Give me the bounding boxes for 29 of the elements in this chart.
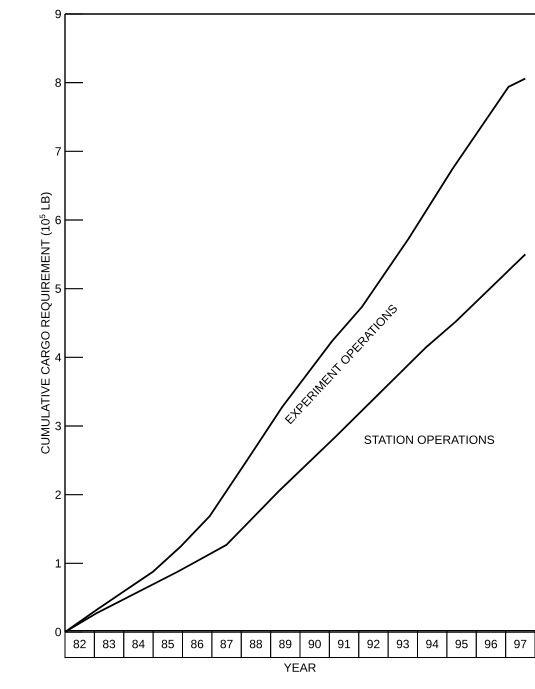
y-tick-label: 8	[55, 78, 61, 87]
x-tick-label: 94	[426, 640, 438, 648]
y-tick-label: 1	[56, 559, 61, 568]
y-tick-label: 7	[55, 147, 61, 156]
x-tick-label: 93	[396, 640, 409, 648]
x-tick-label: 97	[514, 640, 526, 648]
x-axis-title: YEAR	[284, 664, 316, 672]
x-tick-label: 85	[162, 640, 174, 648]
y-tick-label: 3	[55, 422, 61, 430]
y-tick-label: 6	[55, 216, 61, 224]
x-tick-label: 95	[455, 640, 468, 648]
x-tick-label: 90	[308, 640, 321, 648]
series-label: STATION OPERATIONS	[364, 436, 494, 444]
x-tick-label: 86	[191, 640, 204, 648]
x-tick-label: 82	[74, 640, 86, 648]
y-tick-label: 9	[55, 10, 61, 18]
y-tick-label: 5	[55, 284, 61, 293]
x-tick-label: 91	[338, 640, 350, 648]
x-tick-label: 88	[250, 640, 262, 648]
y-tick-label: 4	[55, 353, 62, 362]
x-tick-label: 84	[132, 640, 145, 648]
y-tick-label: 2	[55, 490, 61, 499]
x-tick-label: 89	[279, 640, 292, 648]
x-tick-label: 92	[367, 640, 380, 648]
x-tick-label: 87	[220, 640, 233, 648]
x-tick-label: 96	[484, 640, 498, 648]
y-tick-label: 0	[55, 628, 62, 636]
x-tick-label: 83	[102, 640, 116, 648]
y-axis-title: CUMULATIVE CARGO REQUIREMENT (10$^{5}$ LB)	[40, 192, 52, 454]
